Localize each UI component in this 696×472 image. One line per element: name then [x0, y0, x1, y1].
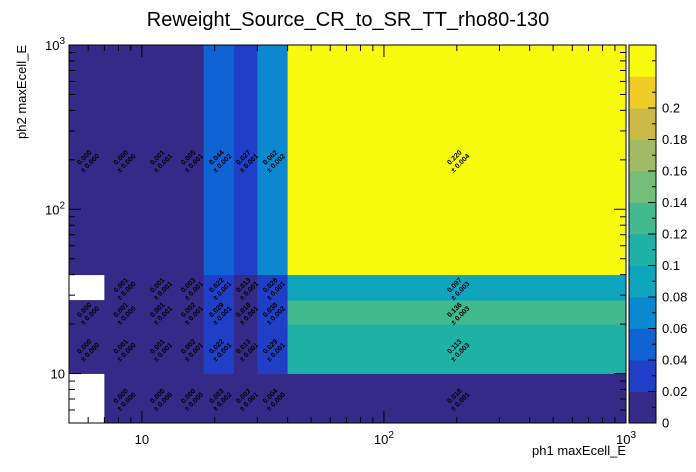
- colorbar-tick-label: 0.1: [662, 258, 680, 273]
- heatmap-cell: [233, 373, 258, 424]
- colorbar-segment: [629, 297, 656, 329]
- colorbar-segment: [629, 171, 656, 203]
- y-tick-label: 102: [45, 200, 65, 217]
- x-tick-label: 103: [616, 430, 636, 447]
- colorbar-tick-label: 0.12: [662, 227, 687, 242]
- heatmap-cell: [104, 300, 143, 325]
- heatmap-cell: [104, 45, 143, 276]
- heatmap-cell: [177, 45, 205, 276]
- colorbar-segment: [629, 108, 656, 140]
- x-tick-label: 10: [135, 432, 149, 447]
- colorbar-tick-label: 0.14: [662, 195, 687, 210]
- chart-title: Reweight_Source_CR_to_SR_TT_rho80-130: [147, 9, 549, 31]
- colorbar-segment: [629, 76, 656, 109]
- colorbar-tick-label: 0: [662, 416, 669, 431]
- heatmap-cell: [287, 300, 627, 325]
- heatmap-cell: [69, 300, 105, 325]
- x-tick-label: 102: [374, 430, 394, 447]
- axes: 10 102 103 10 102 103: [45, 36, 636, 447]
- heatmap-cell: [203, 324, 235, 374]
- heatmap-cell: [104, 373, 143, 424]
- y-tick-label: 103: [45, 36, 65, 53]
- heatmap-cell: [203, 45, 235, 276]
- colorbar: 0 0.02 0.04 0.06 0.08 0.1 0.12 0.14 0.16 0.18 0.2: [628, 44, 687, 431]
- colorbar-segment: [629, 234, 656, 266]
- plot-frame: [68, 44, 627, 424]
- colorbar-segment: [629, 328, 656, 361]
- heatmap-cell: [287, 373, 627, 424]
- heatmap-cell: [233, 45, 258, 276]
- heatmap-cell: [69, 324, 105, 374]
- heatmap-cell: [141, 274, 178, 301]
- heatmap-cells: [69, 45, 627, 424]
- colorbar-segment: [629, 360, 656, 392]
- heatmap-cell: [141, 373, 178, 424]
- heatmap-cell: [257, 45, 288, 276]
- y-tick-label: 10: [51, 367, 65, 382]
- heatmap-cell: [233, 300, 258, 325]
- heatmap-cell: [104, 274, 143, 301]
- heatmap-cell: [104, 324, 143, 374]
- heatmap-cell: [141, 324, 178, 374]
- colorbar-segment: [629, 202, 656, 235]
- colorbar-tick-label: 0.06: [662, 321, 687, 336]
- heatmap-cell: [233, 274, 258, 301]
- heatmap-cell: [141, 300, 178, 325]
- heatmap-cell: [287, 45, 627, 276]
- heatmap-cell: [203, 373, 235, 424]
- heatmap-cell: [233, 324, 258, 374]
- colorbar-segment: [629, 391, 656, 424]
- heatmap-cell: [203, 274, 235, 301]
- colorbar-tick-label: 0.02: [662, 384, 687, 399]
- heatmap-cell: [287, 274, 627, 301]
- colorbar-tick-label: 0.2: [662, 101, 680, 116]
- heatmap-cell: [177, 274, 205, 301]
- heatmap-cell: [177, 300, 205, 325]
- heatmap-cell: [203, 300, 235, 325]
- colorbar-segment: [629, 45, 656, 77]
- heatmap-cell: [177, 373, 205, 424]
- colorbar-tick-label: 0.18: [662, 132, 687, 147]
- heatmap-cell: [287, 324, 627, 374]
- x-axis-label: ph1 maxEcell_E: [532, 443, 626, 458]
- heatmap-cell: [257, 324, 288, 374]
- colorbar-tick-label: 0.16: [662, 164, 687, 179]
- heatmap-cell: [257, 373, 288, 424]
- colorbar-segment: [629, 139, 656, 172]
- heatmap-cell: [257, 300, 288, 325]
- colorbar-tick-label: 0.08: [662, 290, 687, 305]
- heatmap-cell: [141, 45, 178, 276]
- heatmap-cell: [257, 274, 288, 301]
- colorbar-segment: [629, 265, 656, 298]
- colorbar-tick-label: 0.04: [662, 353, 687, 368]
- heatmap-cell: [177, 324, 205, 374]
- y-axis-label: ph2 maxEcell_E: [14, 45, 29, 139]
